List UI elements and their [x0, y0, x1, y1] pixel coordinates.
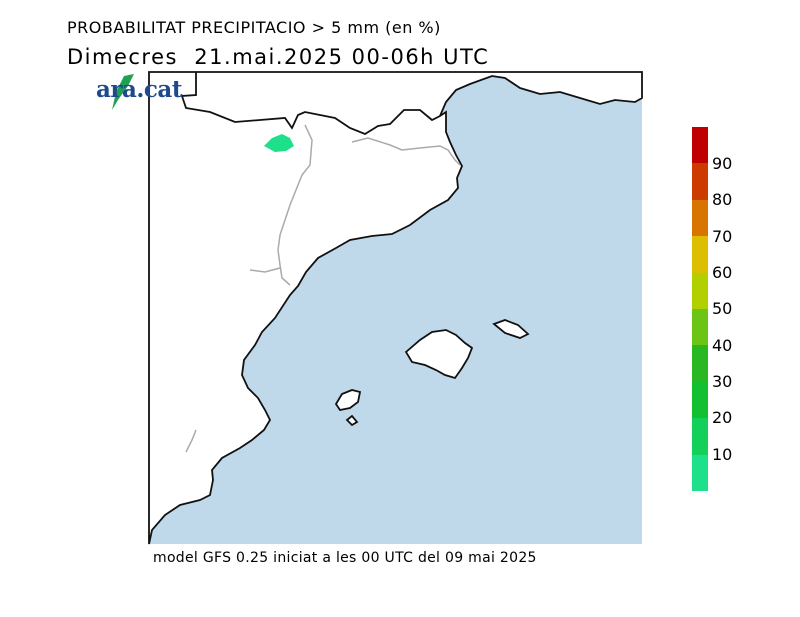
legend-label-60: 60: [712, 263, 733, 282]
legend-label-80: 80: [712, 190, 733, 209]
formentera-island: [345, 414, 359, 427]
mallorca-island: [404, 329, 474, 380]
precipitation-area: [264, 134, 294, 152]
region-border: [249, 267, 281, 273]
logo-text: ara.cat: [96, 76, 182, 103]
region-border: [277, 124, 313, 286]
legend-color-segment: [692, 272, 708, 309]
legend-color-scale: [692, 127, 708, 491]
region-border: [185, 429, 197, 453]
ibiza-island: [334, 389, 362, 412]
legend-label-90: 90: [712, 154, 733, 173]
legend-label-70: 70: [712, 227, 733, 246]
legend-color-segment: [692, 418, 708, 455]
legend-color-segment: [692, 127, 708, 164]
legend-color-segment: [692, 199, 708, 237]
chart-title: PROBABILITAT PRECIPITACIO > 5 mm (en %): [67, 18, 441, 37]
legend-color-segment: [692, 381, 708, 419]
legend-label-10: 10: [712, 445, 733, 464]
leaf-icon: [112, 74, 134, 110]
ara-cat-logo: ara.cat: [96, 74, 182, 110]
legend-color-segment: [692, 236, 708, 273]
mainland-land: [148, 71, 643, 545]
legend-label-30: 30: [712, 372, 733, 391]
legend-label-40: 40: [712, 336, 733, 355]
legend-color-segment: [692, 345, 708, 382]
legend-color-segment: [692, 308, 708, 346]
menorca-island: [492, 319, 530, 339]
legend-color-segment: [692, 454, 708, 491]
model-run-footer: model GFS 0.25 iniciat a les 00 UTC del …: [153, 550, 537, 566]
region-border: [351, 137, 461, 166]
legend-label-20: 20: [712, 408, 733, 427]
chart-subtitle-date: Dimecres 21.mai.2025 00-06h UTC: [67, 45, 490, 69]
legend-label-50: 50: [712, 299, 733, 318]
legend-color-segment: [692, 163, 708, 200]
